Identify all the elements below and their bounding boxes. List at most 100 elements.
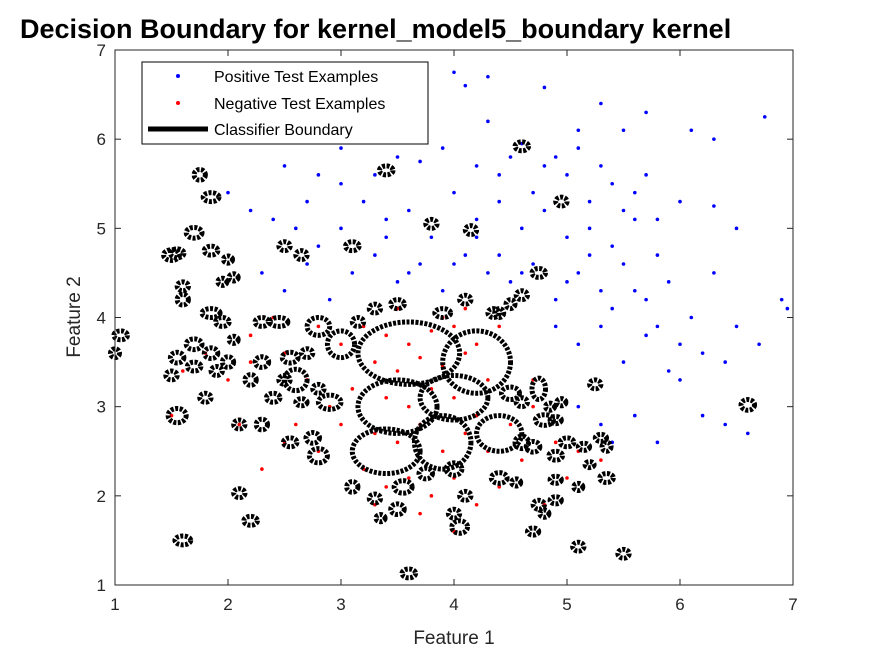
boundary-contour (174, 291, 191, 308)
y-tick-label: 7 (97, 41, 106, 60)
boundary-contour (529, 265, 549, 280)
boundary-contour (174, 279, 191, 294)
boundary-contour (199, 306, 223, 320)
boundary-contour (280, 435, 300, 450)
positive-point (542, 85, 547, 90)
negative-point (599, 458, 603, 462)
negative-point (237, 422, 242, 427)
negative-point (429, 494, 434, 498)
positive-point (655, 217, 660, 222)
boundary-contour (503, 297, 518, 312)
positive-point (508, 280, 513, 284)
boundary-contour (298, 346, 316, 361)
positive-point (282, 164, 287, 168)
negative-point (520, 458, 524, 462)
boundary-contour (310, 381, 327, 396)
negative-point (463, 306, 468, 311)
negative-point (407, 342, 411, 347)
boundary-contour (462, 223, 480, 238)
boundary-contour (303, 430, 323, 446)
negative-point (474, 502, 479, 507)
positive-point (700, 413, 705, 418)
boundary-contour (547, 413, 564, 427)
y-tick-label: 5 (97, 219, 106, 238)
positive-point (633, 288, 637, 293)
negative-point (463, 351, 468, 355)
positive-point (779, 297, 784, 302)
boundary-contour (183, 336, 205, 353)
positive-point (373, 253, 377, 257)
boundary-contour (391, 478, 415, 496)
boundary-contour (547, 473, 564, 486)
boundary-contour (523, 438, 543, 455)
negative-point (497, 485, 502, 489)
boundary-contour (417, 372, 491, 423)
boundary-contour (191, 166, 208, 183)
boundary-contour (411, 413, 474, 472)
boundary-contour (220, 253, 236, 266)
boundary-contour (373, 512, 388, 525)
positive-point (689, 315, 694, 320)
positive-point (508, 155, 513, 159)
boundary-contour (293, 248, 310, 263)
positive-point (678, 378, 682, 382)
positive-point (644, 297, 648, 302)
boundary-contour (163, 368, 180, 383)
negative-point (508, 422, 513, 427)
positive-point (678, 199, 682, 204)
negative-point (418, 355, 422, 360)
boundary-contour (457, 488, 474, 503)
legend-boundary-label: Classifier Boundary (214, 122, 353, 139)
positive-point (384, 235, 389, 240)
x-tick-label: 4 (449, 595, 458, 614)
y-tick-label: 2 (97, 487, 106, 506)
x-tick-label: 6 (675, 595, 684, 614)
positive-point (587, 226, 592, 231)
boundary-contour (513, 288, 530, 303)
negative-point (260, 467, 264, 471)
negative-point (248, 360, 253, 364)
negative-point (339, 342, 343, 347)
positive-point (712, 137, 716, 141)
boundary-contour (532, 412, 556, 428)
boundary-contour (498, 384, 523, 403)
boundary-contour (457, 292, 474, 307)
positive-point (553, 297, 558, 302)
positive-point (655, 440, 660, 445)
boundary-contour (509, 476, 524, 489)
positive-point (542, 164, 547, 168)
legend: Positive Test Examples Negative Test Exa… (141, 61, 429, 145)
negative-point (553, 440, 558, 445)
negative-point (497, 324, 502, 329)
positive-point (463, 83, 468, 88)
negative-point (384, 333, 389, 338)
negative-point (395, 369, 400, 373)
positive-point (599, 422, 603, 427)
positive-point (316, 173, 321, 177)
positive-point (644, 173, 648, 177)
boundary-contour (208, 364, 225, 378)
boundary-contour (575, 440, 593, 453)
negative-point (463, 431, 468, 436)
boundary-contour (219, 354, 237, 370)
positive-point (553, 324, 558, 329)
positive-point (271, 217, 276, 222)
positive-point (621, 208, 626, 213)
boundary-contour (241, 513, 260, 528)
boundary-contour (349, 426, 423, 477)
positive-point (757, 342, 761, 347)
positive-point (712, 204, 716, 208)
positive-point (587, 253, 592, 257)
boundary-contour (111, 328, 130, 343)
negative-point (486, 378, 490, 382)
positive-point (655, 324, 660, 329)
boundary-contour (443, 460, 465, 478)
positive-point (553, 155, 558, 159)
boundary-contour (592, 431, 610, 444)
positive-point (655, 253, 660, 257)
boundary-contour (399, 566, 419, 581)
boundary-contour (570, 539, 587, 554)
negative-point (181, 369, 185, 373)
positive-point (633, 217, 637, 222)
boundary-contour (184, 359, 204, 374)
